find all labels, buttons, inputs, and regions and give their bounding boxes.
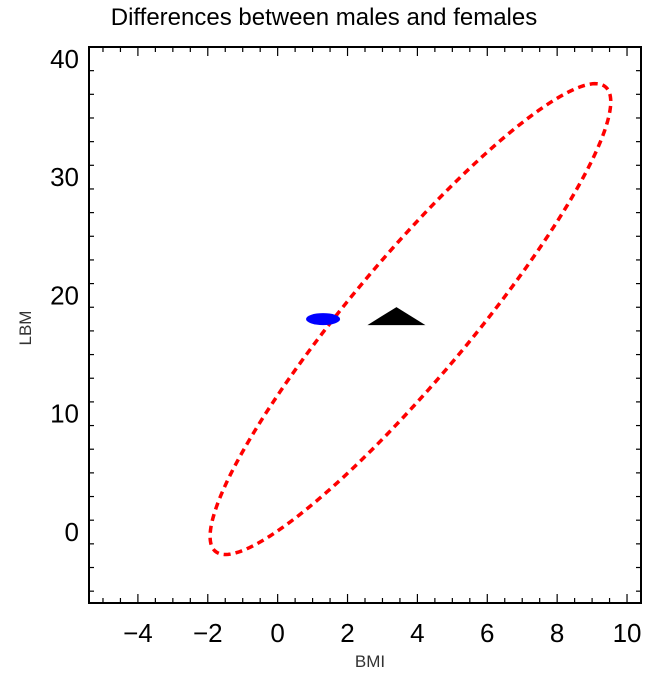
axis-ticks: [89, 47, 641, 603]
x-tick-label: 6: [480, 618, 494, 648]
plot-frame: [89, 47, 641, 603]
y-tick-label: 40: [50, 44, 79, 74]
x-tick-label: 4: [410, 618, 424, 648]
female-marker: [306, 313, 340, 325]
y-axis-label: LBM: [16, 311, 36, 346]
x-tick-label: −2: [193, 618, 223, 648]
x-tick-label: 8: [550, 618, 564, 648]
y-tick-label: 30: [50, 162, 79, 192]
x-tick-label: −4: [123, 618, 153, 648]
axis-tick-labels: −4 −2 0 2 4 6 8 10 0 10 20 30 40: [50, 44, 641, 648]
markers: [306, 307, 425, 325]
y-tick-label: 10: [50, 399, 79, 429]
y-tick-label: 0: [65, 517, 79, 547]
x-tick-label: 2: [340, 618, 354, 648]
y-tick-label: 20: [50, 280, 79, 310]
x-tick-label: 0: [270, 618, 284, 648]
x-axis-label: BMI: [0, 652, 648, 672]
x-tick-label: 10: [613, 618, 642, 648]
male-marker: [367, 307, 425, 325]
